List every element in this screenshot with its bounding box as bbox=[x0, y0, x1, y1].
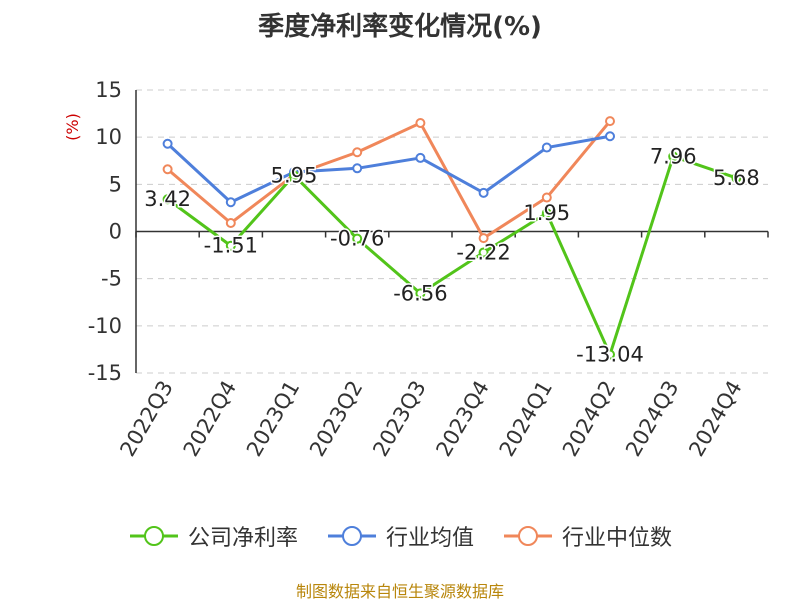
data-point bbox=[162, 194, 173, 205]
y-tick-label: 5 bbox=[109, 172, 122, 196]
legend-item[interactable]: 行业均值 bbox=[326, 520, 474, 552]
data-point bbox=[352, 147, 363, 158]
y-tick-label: -10 bbox=[88, 314, 122, 338]
data-label: 5.95 bbox=[271, 163, 318, 187]
x-tick-label: 2024Q3 bbox=[621, 377, 683, 461]
x-tick-label: 2023Q3 bbox=[368, 377, 430, 461]
data-point bbox=[478, 187, 489, 198]
legend-item[interactable]: 公司净利率 bbox=[128, 520, 298, 552]
data-point bbox=[289, 170, 299, 181]
data-label: -0.76 bbox=[330, 227, 384, 251]
data-label: -6.56 bbox=[393, 281, 447, 305]
legend-swatch-icon bbox=[504, 526, 552, 546]
source-note: 制图数据来自恒生聚源数据库 bbox=[295, 582, 504, 601]
data-label: -13.04 bbox=[576, 343, 644, 367]
data-point bbox=[415, 152, 426, 163]
data-point bbox=[352, 233, 363, 244]
data-point bbox=[668, 151, 679, 162]
legend: 公司净利率 行业均值 行业中位数 bbox=[0, 520, 800, 552]
data-point bbox=[162, 164, 173, 175]
chart-title: 季度净利率变化情况(%) bbox=[258, 12, 542, 42]
data-label: 5.68 bbox=[713, 166, 760, 190]
data-point bbox=[605, 116, 615, 127]
series-layer bbox=[162, 116, 742, 360]
data-point bbox=[731, 172, 742, 183]
legend-swatch-icon bbox=[129, 526, 178, 546]
y-axis-label: (%) bbox=[63, 113, 82, 141]
data-label-layer: 3.42 -1.51 5.95 -0.76 -6.56 -2.22 1.95 -13.04 7.… bbox=[143, 143, 762, 368]
series-line bbox=[166, 134, 611, 204]
x-tick-label: 2023Q4 bbox=[431, 377, 493, 461]
x-tick-label: 2022Q4 bbox=[179, 377, 241, 461]
data-point bbox=[541, 208, 552, 219]
data-label: 7.96 bbox=[650, 144, 697, 168]
data-point bbox=[225, 240, 236, 251]
legend-label: 公司净利率 bbox=[187, 526, 298, 551]
legend-item[interactable]: 行业中位数 bbox=[502, 520, 672, 552]
x-tick-label: 2024Q2 bbox=[558, 377, 620, 461]
data-point bbox=[541, 192, 552, 203]
data-point bbox=[162, 138, 173, 149]
y-tick-label: -5 bbox=[101, 267, 122, 291]
series-line bbox=[166, 154, 737, 357]
data-point bbox=[415, 288, 426, 299]
data-point bbox=[352, 163, 363, 174]
data-point bbox=[541, 142, 552, 153]
y-tick-label: 15 bbox=[95, 78, 122, 102]
y-tick-label: 10 bbox=[95, 125, 122, 149]
legend-label: 行业中位数 bbox=[562, 526, 673, 551]
y-tick-label: 0 bbox=[109, 220, 122, 244]
x-tick-label: 2023Q2 bbox=[305, 377, 367, 461]
data-label: -1.51 bbox=[204, 234, 258, 258]
y-tick-label: -15 bbox=[88, 361, 122, 385]
data-point bbox=[605, 131, 615, 142]
data-point bbox=[478, 247, 489, 258]
legend-swatch-icon bbox=[327, 526, 376, 546]
data-point bbox=[415, 118, 426, 129]
data-point bbox=[478, 233, 489, 244]
series-line bbox=[166, 120, 612, 240]
x-tick-label: 2024Q1 bbox=[495, 377, 557, 461]
data-point bbox=[225, 218, 236, 229]
x-tick-label: 2023Q1 bbox=[242, 377, 304, 461]
data-label: 3.42 bbox=[144, 187, 191, 211]
x-tick-label: 2022Q3 bbox=[115, 377, 177, 461]
data-point bbox=[225, 197, 236, 208]
data-label: -2.22 bbox=[456, 240, 510, 264]
x-tick-label: 2024Q4 bbox=[684, 377, 746, 461]
data-point bbox=[605, 349, 615, 360]
legend-label: 行业均值 bbox=[385, 526, 474, 551]
data-label: 1.95 bbox=[523, 201, 570, 225]
